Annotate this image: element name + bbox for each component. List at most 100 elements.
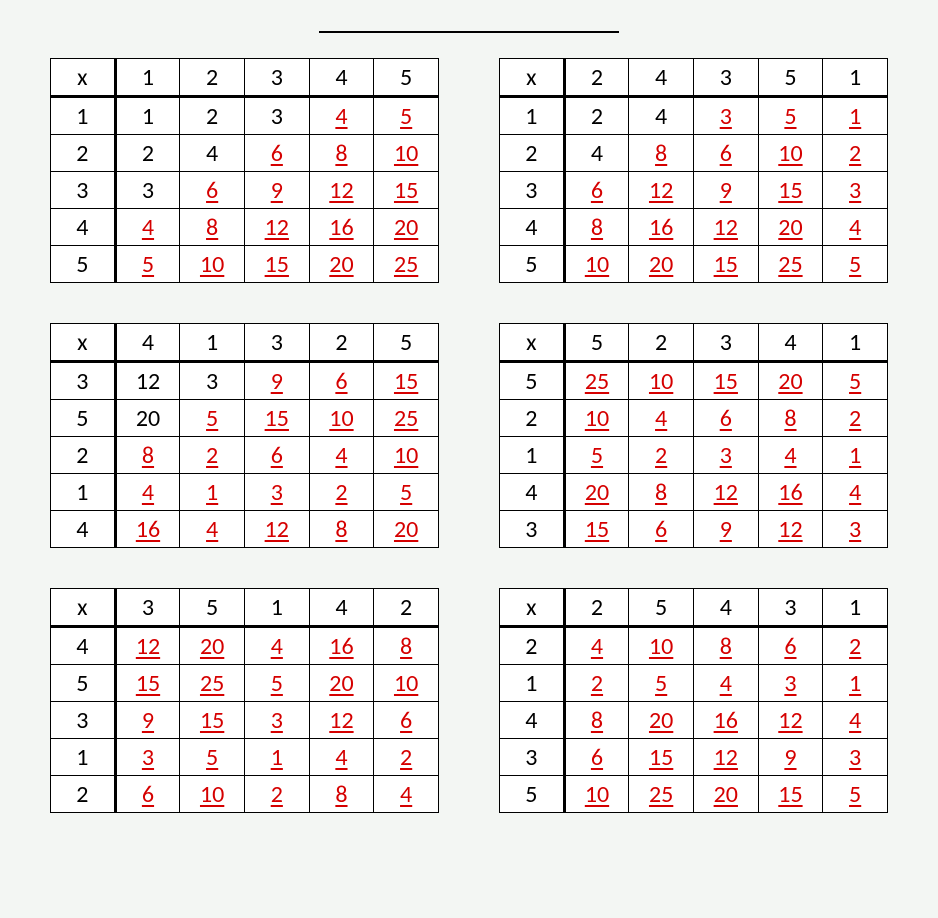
product-cell: 15 (374, 362, 439, 400)
product-cell: 2 (823, 627, 888, 665)
product-cell: 10 (758, 135, 823, 172)
product-cell: 9 (244, 362, 309, 400)
product-cell: 12 (693, 474, 758, 511)
product-cell: 10 (374, 665, 439, 702)
product-cell: 15 (244, 400, 309, 437)
product-cell: 15 (115, 665, 180, 702)
product-cell: 6 (115, 776, 180, 813)
product-cell: 25 (629, 776, 694, 813)
product-cell: 9 (758, 739, 823, 776)
col-header: 4 (629, 59, 694, 97)
product-cell: 15 (629, 739, 694, 776)
product-cell: 20 (629, 702, 694, 739)
product-cell: 6 (564, 172, 629, 209)
product-cell: 3 (693, 437, 758, 474)
product-cell: 6 (758, 627, 823, 665)
col-header: 5 (629, 589, 694, 627)
table-row: 412204168 (51, 627, 439, 665)
product-cell: 2 (180, 437, 245, 474)
product-cell: 16 (629, 209, 694, 246)
col-header: 3 (758, 589, 823, 627)
product-cell: 2 (244, 776, 309, 813)
product-cell: 5 (823, 246, 888, 283)
product-cell: 4 (115, 209, 180, 246)
product-cell: 6 (693, 135, 758, 172)
product-cell: 1 (180, 474, 245, 511)
col-header: 2 (309, 324, 374, 362)
product-cell: 5 (823, 776, 888, 813)
col-header: 1 (823, 589, 888, 627)
table-row: 36151293 (500, 739, 888, 776)
col-header: 3 (693, 324, 758, 362)
col-header: 2 (374, 589, 439, 627)
col-header: 1 (180, 324, 245, 362)
product-cell: 2 (564, 97, 629, 135)
product-cell: 12 (693, 739, 758, 776)
product-cell: 8 (309, 511, 374, 548)
multiplication-table: x351424122041685152552010391531261351422… (50, 588, 439, 813)
col-header: 3 (244, 324, 309, 362)
product-cell: 1 (823, 437, 888, 474)
row-header: 5 (500, 246, 565, 283)
product-cell: 8 (115, 437, 180, 474)
product-cell: 8 (309, 135, 374, 172)
col-header: 3 (244, 59, 309, 97)
col-header: 5 (180, 589, 245, 627)
product-cell: 4 (823, 474, 888, 511)
product-cell: 1 (823, 97, 888, 135)
product-cell: 2 (823, 400, 888, 437)
product-cell: 2 (374, 739, 439, 776)
row-header: 4 (500, 702, 565, 739)
product-cell: 1 (115, 97, 180, 135)
table-header-row: x35142 (51, 589, 439, 627)
product-cell: 15 (374, 172, 439, 209)
row-header: 4 (51, 209, 116, 246)
product-cell: 20 (374, 209, 439, 246)
row-header: 2 (500, 627, 565, 665)
product-cell: 12 (244, 511, 309, 548)
product-cell: 15 (244, 246, 309, 283)
product-cell: 20 (309, 665, 374, 702)
row-header: 3 (51, 172, 116, 209)
product-cell: 3 (244, 97, 309, 135)
product-cell: 4 (180, 511, 245, 548)
product-cell: 5 (374, 474, 439, 511)
product-cell: 12 (629, 172, 694, 209)
col-header: 3 (693, 59, 758, 97)
multiplication-table: x254312410862125431482016124361512935102… (499, 588, 888, 813)
multiplication-table: x123451123452246810336912154481216205510… (50, 58, 439, 283)
product-cell: 3 (823, 172, 888, 209)
product-cell: 20 (693, 776, 758, 813)
multiplication-table: x413253123961552051510252826410141325416… (50, 323, 439, 548)
col-header: 1 (823, 59, 888, 97)
product-cell: 8 (374, 627, 439, 665)
product-cell: 3 (693, 97, 758, 135)
product-cell: 25 (374, 400, 439, 437)
table-row: 124351 (500, 97, 888, 135)
product-cell: 20 (564, 474, 629, 511)
product-cell: 16 (693, 702, 758, 739)
product-cell: 4 (180, 135, 245, 172)
product-cell: 15 (564, 511, 629, 548)
product-cell: 25 (374, 246, 439, 283)
table-row: 2246810 (51, 135, 439, 172)
product-cell: 12 (244, 209, 309, 246)
product-cell: 4 (823, 209, 888, 246)
product-cell: 16 (309, 209, 374, 246)
table-header-row: x12345 (51, 59, 439, 97)
table-row: 2826410 (51, 437, 439, 474)
product-cell: 6 (309, 362, 374, 400)
product-cell: 10 (629, 627, 694, 665)
product-cell: 4 (309, 97, 374, 135)
row-header: 5 (500, 776, 565, 813)
product-cell: 2 (629, 437, 694, 474)
product-cell: 10 (564, 400, 629, 437)
product-cell: 15 (693, 246, 758, 283)
product-cell: 9 (693, 172, 758, 209)
product-cell: 5 (629, 665, 694, 702)
table-row: 112345 (51, 97, 439, 135)
product-cell: 8 (564, 702, 629, 739)
product-cell: 6 (180, 172, 245, 209)
product-cell: 3 (244, 474, 309, 511)
col-header: 1 (244, 589, 309, 627)
